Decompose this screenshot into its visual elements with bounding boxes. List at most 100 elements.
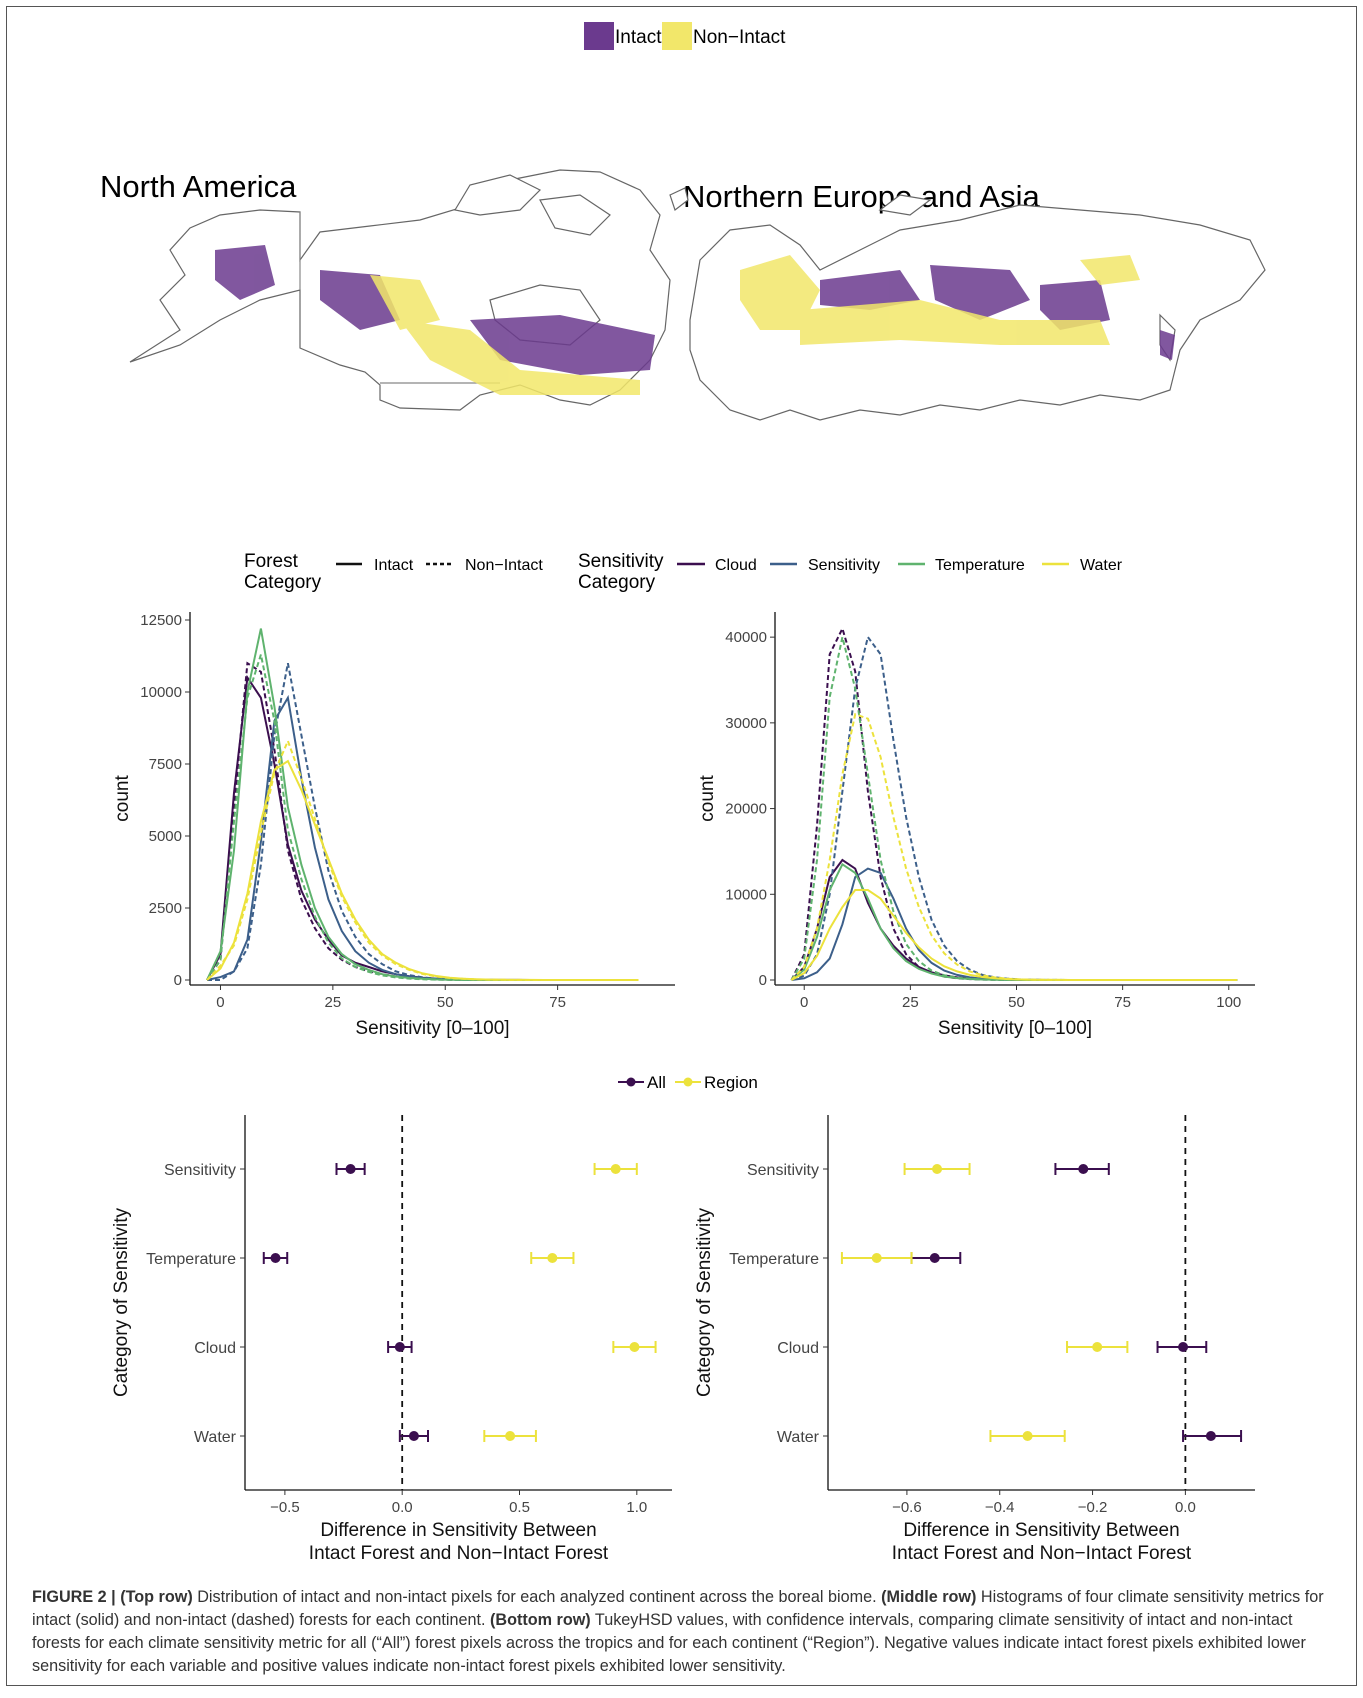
legend-title-sens-1: Sensitivity: [578, 551, 664, 572]
legend-title-forest-2: Category: [244, 572, 322, 593]
x-tick-label: 0: [800, 994, 808, 1011]
x-tick-label: 0.0: [392, 1499, 413, 1516]
y-tick-label: Temperature: [146, 1251, 236, 1268]
point-legend: All Region: [618, 1073, 758, 1092]
map-label-north-america: North America: [100, 169, 297, 204]
x-tick-label: 1.0: [626, 1499, 647, 1516]
point-all: [1178, 1342, 1189, 1352]
point-region: [547, 1253, 558, 1263]
point-all: [394, 1342, 405, 1352]
series-line-cloud-intact: [206, 674, 639, 981]
y-tick-label: 2500: [149, 900, 182, 917]
x-tick-label: 0.0: [1175, 1499, 1196, 1516]
series-line-sensitivity-intact: [206, 694, 639, 981]
tukey-plot-north-america: Sensitivity Temperature Cloud Water −0.5 0.0 0…: [111, 1115, 672, 1564]
map-legend: Intact Non−Intact: [584, 22, 786, 50]
x-axis-label: Sensitivity [0–100]: [938, 1018, 1092, 1039]
y-tick-label: Temperature: [729, 1251, 819, 1268]
caption-mid-label: (Middle row): [881, 1588, 977, 1606]
figure-caption: FIGURE 2 | (Top row) Distribution of int…: [32, 1586, 1332, 1678]
legend-label-intact: Intact: [374, 557, 414, 574]
series-line-cloud-nonintact: [790, 625, 1238, 981]
tukey-plot-eurasia: Sensitivity Temperature Cloud Water −0.6 −0.4…: [694, 1115, 1255, 1564]
y-axis-label: count: [112, 775, 133, 822]
histogram-legend: Forest Category Intact Non−Intact Sensit…: [244, 551, 1123, 593]
point-region: [505, 1431, 516, 1441]
point-region: [629, 1342, 640, 1352]
histogram-eurasia: 0 10000 20000 30000 40000 0 25 50 75 100 Sensitivi…: [697, 612, 1255, 1039]
x-tick-label: 75: [1114, 994, 1131, 1011]
y-axis-label: count: [697, 775, 718, 822]
x-axis-label-line2: Intact Forest and Non−Intact Forest: [892, 1543, 1192, 1564]
point-all: [1205, 1431, 1216, 1441]
legend-title-sens-2: Category: [578, 572, 656, 593]
y-tick-label: Sensitivity: [747, 1162, 819, 1179]
y-tick-label: 10000: [725, 886, 767, 903]
legend-label-cloud: Cloud: [715, 557, 757, 574]
x-tick-label: −0.5: [270, 1499, 300, 1516]
legend-key-region-dot: [683, 1077, 693, 1087]
histogram-north-america: 0 2500 5000 7500 10000 12500 0 25 50 75 Sensitivit…: [112, 612, 675, 1039]
series-line-sensitivity-nonintact: [791, 634, 1238, 981]
caption-top-text: Distribution of intact and non-intact pi…: [192, 1588, 882, 1606]
map-nonintact-pixels: [370, 255, 1140, 395]
point-region: [932, 1164, 943, 1174]
point-region: [1022, 1431, 1033, 1441]
point-region: [1092, 1342, 1103, 1352]
series-line-temperature-nonintact: [790, 636, 1238, 981]
x-tick-label: 25: [325, 994, 342, 1011]
series-line-temperature-intact: [790, 862, 1238, 981]
legend-swatch-intact: [584, 22, 614, 50]
y-tick-label: 5000: [149, 828, 182, 845]
x-tick-label: 25: [902, 994, 919, 1011]
y-tick-label: 10000: [140, 684, 182, 701]
point-region: [871, 1253, 882, 1263]
y-tick-label: 30000: [725, 715, 767, 732]
point-region: [610, 1164, 621, 1174]
legend-swatch-non-intact: [662, 22, 692, 50]
x-tick-label: 0: [216, 994, 224, 1011]
legend-key-all-dot: [626, 1077, 636, 1087]
y-axis-label: Category of Sensitivity: [694, 1207, 715, 1397]
legend-label-non-intact: Non−Intact: [693, 27, 786, 48]
series-line-sensitivity-intact: [791, 867, 1238, 981]
point-all: [270, 1253, 281, 1263]
point-all: [345, 1164, 356, 1174]
x-tick-label: −0.6: [892, 1499, 922, 1516]
point-all: [1078, 1164, 1089, 1174]
y-tick-label: 7500: [149, 756, 182, 773]
series-line-water-nonintact: [206, 738, 639, 981]
x-axis-label-line2: Intact Forest and Non−Intact Forest: [309, 1543, 609, 1564]
y-tick-label: 20000: [725, 801, 767, 818]
legend-label-sensitivity: Sensitivity: [808, 557, 880, 574]
caption-bot-label: (Bottom row): [490, 1611, 591, 1629]
x-tick-label: 100: [1216, 994, 1241, 1011]
legend-label-temperature: Temperature: [935, 557, 1025, 574]
x-tick-label: −0.2: [1078, 1499, 1108, 1516]
legend-label-non-intact: Non−Intact: [465, 557, 543, 574]
caption-top-label: (Top row): [120, 1588, 193, 1606]
x-tick-label: 0.5: [509, 1499, 530, 1516]
y-tick-label: 40000: [725, 629, 767, 646]
legend-label-region: Region: [704, 1073, 758, 1092]
series-line-cloud-nonintact: [206, 661, 639, 981]
series-line-temperature-intact: [206, 628, 639, 981]
map-label-eurasia: Northern Europe and Asia: [683, 179, 1040, 214]
point-all: [929, 1253, 940, 1263]
x-axis-label-line1: Difference in Sensitivity Between: [320, 1520, 596, 1541]
y-axis-label: Category of Sensitivity: [111, 1207, 132, 1397]
figure-svg: Intact Non−Intact North America Northern…: [100, 22, 1266, 1564]
series-line-water-intact: [791, 889, 1238, 981]
y-tick-label: 0: [174, 972, 182, 989]
x-tick-label: 50: [1008, 994, 1025, 1011]
caption-mid-text: Histograms of four climate sensitivity m…: [32, 1588, 1324, 1629]
legend-label-all: All: [647, 1073, 666, 1092]
x-axis-label: Sensitivity [0–100]: [355, 1018, 509, 1039]
y-tick-label: Water: [194, 1429, 237, 1446]
x-axis-label-line1: Difference in Sensitivity Between: [903, 1520, 1179, 1541]
x-tick-label: 50: [437, 994, 454, 1011]
y-tick-label: Cloud: [194, 1340, 236, 1357]
x-tick-label: 75: [549, 994, 566, 1011]
figure-frame: [6, 6, 1357, 1686]
y-tick-label: Water: [777, 1429, 820, 1446]
